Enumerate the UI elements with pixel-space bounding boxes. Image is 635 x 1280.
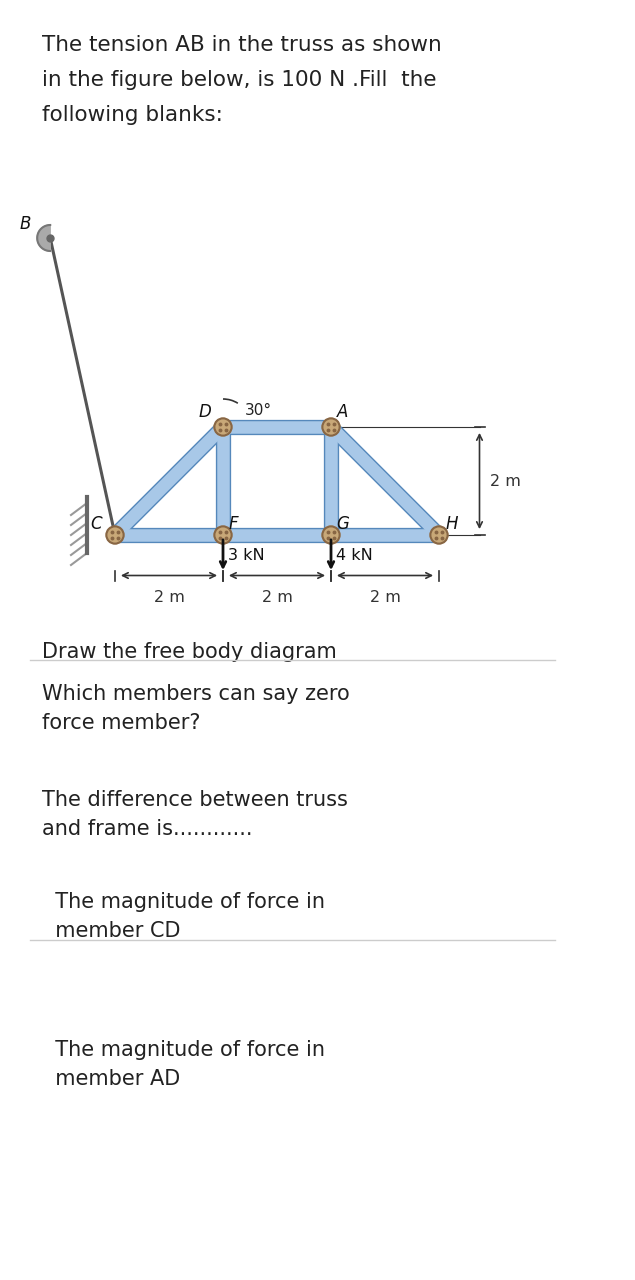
Text: 3 kN: 3 kN <box>228 548 265 563</box>
Text: A: A <box>337 402 348 421</box>
Polygon shape <box>37 225 50 251</box>
Circle shape <box>323 526 340 544</box>
Text: H: H <box>446 515 458 532</box>
Text: 2 m: 2 m <box>262 590 293 604</box>
Circle shape <box>431 526 448 544</box>
Text: 2 m: 2 m <box>370 590 401 604</box>
Text: C: C <box>90 515 102 532</box>
Text: The magnitude of force in
  member CD: The magnitude of force in member CD <box>42 892 325 941</box>
Text: 2 m: 2 m <box>154 590 184 604</box>
Text: 30°: 30° <box>245 403 272 419</box>
Circle shape <box>106 526 124 544</box>
Text: The difference between truss
and frame is............: The difference between truss and frame i… <box>42 790 348 838</box>
Text: G: G <box>337 515 349 532</box>
Text: 4 kN: 4 kN <box>336 548 373 563</box>
Text: D: D <box>198 402 211 421</box>
Text: B: B <box>20 215 31 233</box>
Text: following blanks:: following blanks: <box>42 105 223 125</box>
Text: Which members can say zero
force member?: Which members can say zero force member? <box>42 684 350 732</box>
Text: The magnitude of force in
  member AD: The magnitude of force in member AD <box>42 1039 325 1089</box>
Circle shape <box>215 526 232 544</box>
Text: The tension AB in the truss as shown: The tension AB in the truss as shown <box>42 35 442 55</box>
Circle shape <box>323 419 340 435</box>
Text: in the figure below, is 100 N .Fill  the: in the figure below, is 100 N .Fill the <box>42 70 436 90</box>
Text: Draw the free body diagram: Draw the free body diagram <box>42 643 337 662</box>
Circle shape <box>215 419 232 435</box>
Text: 2 m: 2 m <box>490 474 520 489</box>
Text: F: F <box>229 515 238 532</box>
